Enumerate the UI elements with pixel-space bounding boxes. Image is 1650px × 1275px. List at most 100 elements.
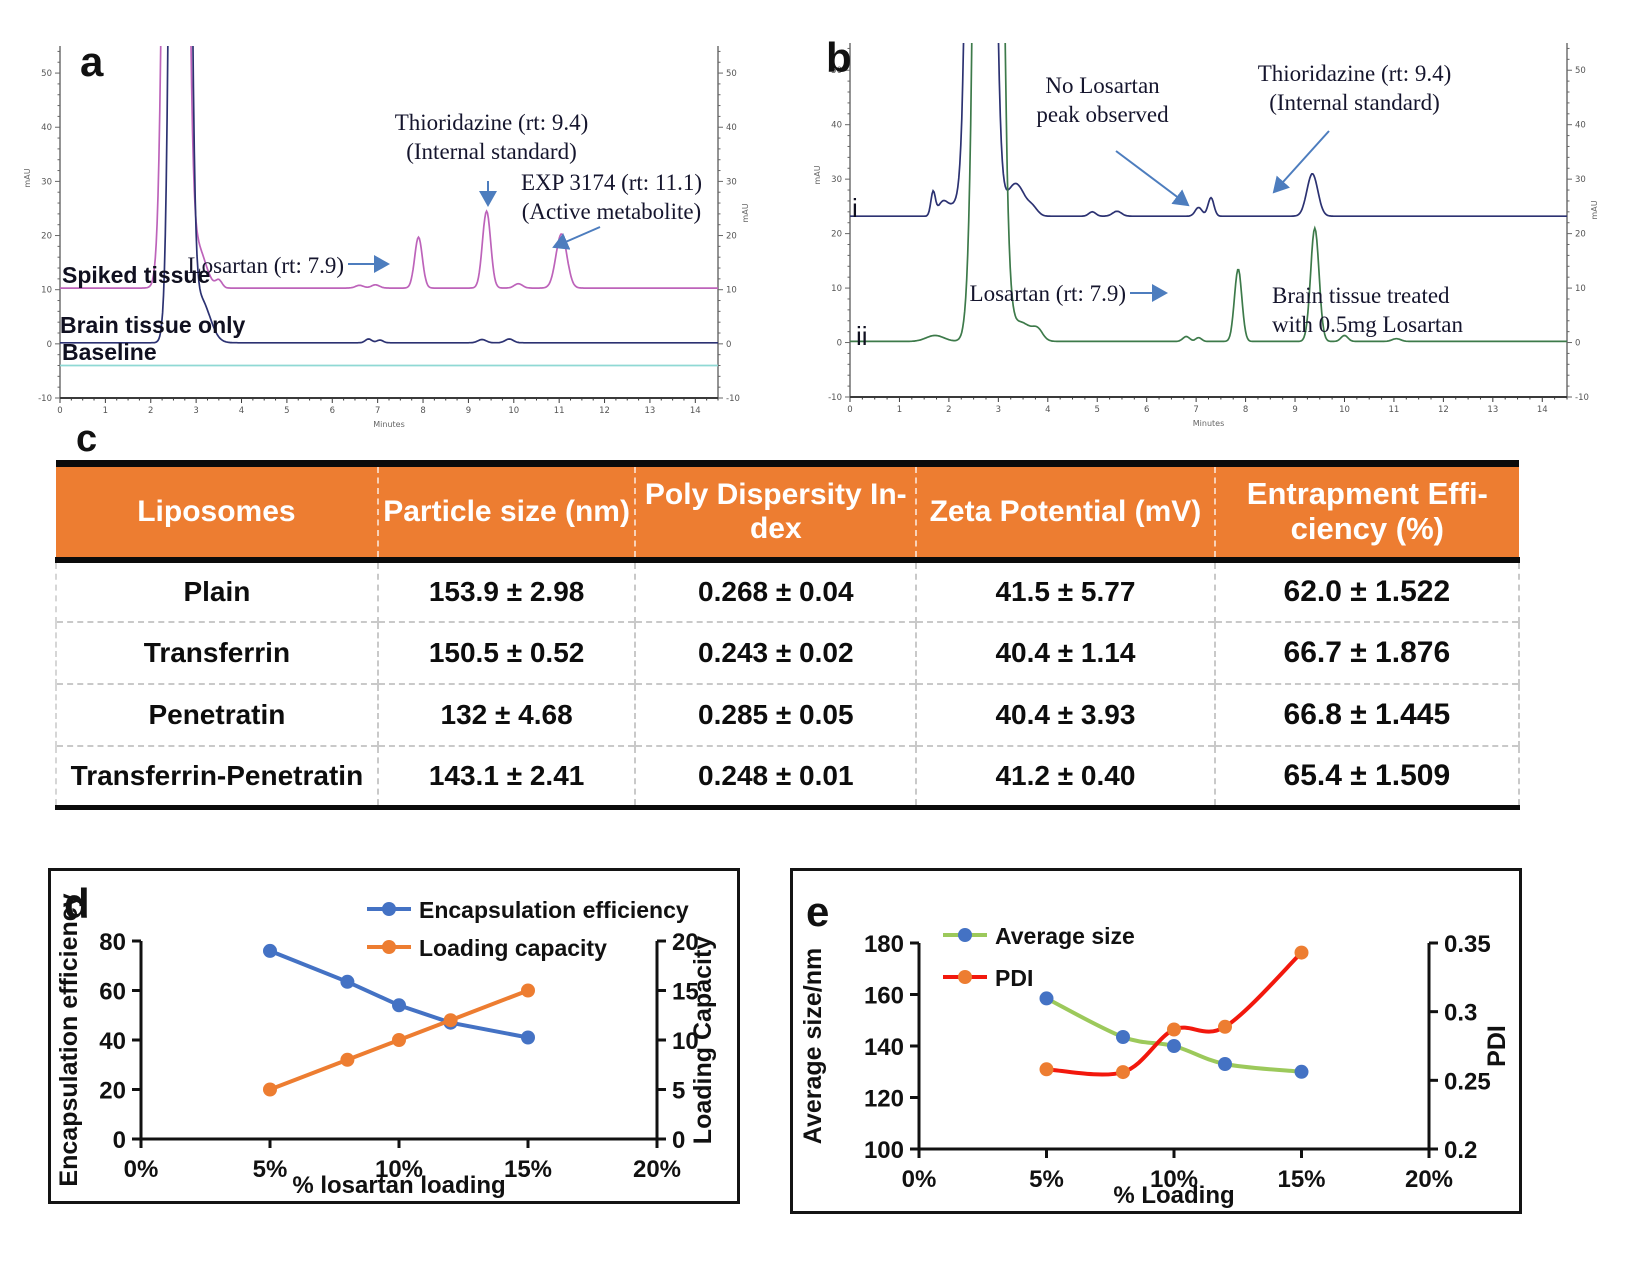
svg-text:Average size/nm: Average size/nm xyxy=(799,948,827,1144)
trace-marker-ii: ii xyxy=(856,321,868,351)
svg-text:50: 50 xyxy=(726,69,737,79)
trace-1 xyxy=(60,46,718,344)
trace-1 xyxy=(850,43,1567,343)
svg-text:20: 20 xyxy=(831,230,842,240)
table-cell: 0.285 ± 0.05 xyxy=(635,682,918,746)
svg-text:% Loading: % Loading xyxy=(1113,1182,1234,1209)
svg-text:0.25: 0.25 xyxy=(1444,1068,1491,1095)
svg-text:8: 8 xyxy=(1243,405,1248,415)
svg-text:80: 80 xyxy=(99,929,126,956)
svg-text:11: 11 xyxy=(1389,405,1400,415)
series-1 xyxy=(1039,945,1309,1080)
annotation-brain-treated-b: Brain tissue treated with 0.5mg Losartan xyxy=(1272,283,1463,338)
svg-text:Loading Capacity: Loading Capacity xyxy=(689,936,717,1144)
svg-text:120: 120 xyxy=(864,1086,904,1113)
table-cell: Plain xyxy=(55,559,379,622)
svg-text:10: 10 xyxy=(508,406,519,416)
table-column-header: Liposomes xyxy=(56,463,379,563)
svg-text:Encapsulation efficiency: Encapsulation efficiency xyxy=(419,897,689,923)
annotation-losartan-b: Losartan (rt: 7.9) xyxy=(969,281,1126,306)
annotation-arrow xyxy=(552,226,601,250)
svg-text:0: 0 xyxy=(1575,339,1580,349)
svg-text:30: 30 xyxy=(726,177,737,187)
series-0 xyxy=(263,943,535,1045)
table-cell: Penetratin xyxy=(55,682,379,746)
table-cell: 143.1 ± 2.41 xyxy=(377,744,637,808)
svg-text:50: 50 xyxy=(41,69,52,79)
table-column-header: Zeta Potential (mV) xyxy=(916,463,1216,563)
trace-label-baseline: Baseline xyxy=(62,339,157,365)
table-cell: 132 ± 4.68 xyxy=(377,682,637,746)
svg-text:% losartan loading: % losartan loading xyxy=(292,1172,505,1199)
svg-text:5%: 5% xyxy=(253,1156,288,1183)
trace-label-brain-tissue-only: Brain tissue only xyxy=(60,312,246,338)
svg-text:Loading capacity: Loading capacity xyxy=(419,935,607,961)
table-row: Penetratin 132 ± 4.68 0.285 ± 0.05 40.4 ± 3… xyxy=(55,682,1521,746)
panel-a-letter: a xyxy=(80,38,104,85)
svg-text:5%: 5% xyxy=(1029,1166,1064,1193)
series-0 xyxy=(1039,991,1309,1079)
svg-text:100: 100 xyxy=(864,1137,904,1164)
encapsulation-loading-chart-panel: 0% 5% 10% 15% 20% 0 20 40 60 80 0 5 10 15 20% losartan… xyxy=(48,868,740,1204)
svg-text:5: 5 xyxy=(672,1078,685,1105)
table-column-header: Entrapment Effi- ciency (%) xyxy=(1214,463,1519,563)
svg-text:30: 30 xyxy=(41,177,52,187)
table-cell: 65.4 ± 1.509 xyxy=(1214,744,1521,808)
svg-text:7: 7 xyxy=(1193,405,1198,415)
svg-text:60: 60 xyxy=(99,979,126,1006)
svg-text:Minutes: Minutes xyxy=(373,420,405,429)
svg-text:5: 5 xyxy=(284,406,289,416)
svg-text:-10: -10 xyxy=(1575,393,1589,403)
legend-entry-0: Average size xyxy=(943,923,1135,949)
trace-0 xyxy=(850,43,1567,218)
svg-text:6: 6 xyxy=(1144,405,1149,415)
svg-text:20%: 20% xyxy=(633,1156,681,1183)
svg-text:0%: 0% xyxy=(124,1156,159,1183)
svg-text:50: 50 xyxy=(831,66,842,76)
svg-text:40: 40 xyxy=(1575,121,1586,131)
svg-text:160: 160 xyxy=(864,983,904,1010)
svg-text:PDI: PDI xyxy=(1483,1025,1511,1067)
svg-text:PDI: PDI xyxy=(995,965,1033,991)
svg-text:12: 12 xyxy=(599,406,610,416)
svg-text:140: 140 xyxy=(864,1034,904,1061)
table-cell: Transferrin xyxy=(55,620,379,684)
svg-text:0: 0 xyxy=(113,1127,126,1154)
svg-text:10: 10 xyxy=(1339,405,1350,415)
annotation-no-losartan-b: No Losartan peak observed xyxy=(1036,73,1169,128)
annotation-exp3174-a: EXP 3174 (rt: 11.1) (Active metabolite) xyxy=(520,170,702,225)
svg-text:8: 8 xyxy=(420,406,425,416)
svg-text:5: 5 xyxy=(1095,405,1100,415)
svg-text:11: 11 xyxy=(554,406,565,416)
annotation-thioridazine-b: Thioridazine (rt: 9.4) (Internal standar… xyxy=(1257,61,1452,116)
svg-text:20: 20 xyxy=(41,232,52,242)
svg-text:20: 20 xyxy=(672,929,699,956)
panel-b-letter: b xyxy=(826,34,852,81)
svg-text:mAU: mAU xyxy=(813,165,822,184)
svg-text:0: 0 xyxy=(672,1127,685,1154)
table-cell: 150.5 ± 0.52 xyxy=(377,620,637,684)
table-cell: 153.9 ± 2.98 xyxy=(377,559,637,622)
svg-text:180: 180 xyxy=(864,931,904,958)
table-row: Transferrin-Penetratin 143.1 ± 2.41 0.248 … xyxy=(55,744,1521,808)
annotation-thioridazine-a: Thioridazine (rt: 9.4) (Internal standar… xyxy=(394,110,589,165)
svg-text:50: 50 xyxy=(1575,66,1586,76)
svg-text:2: 2 xyxy=(946,405,951,415)
table-cell: 41.2 ± 0.40 xyxy=(916,744,1216,808)
axes: 0% 5% 10% 15% 20% 100 120 140 160 180 0.2 0.25 0.3 0.… xyxy=(799,931,1511,1209)
svg-text:0: 0 xyxy=(726,340,731,350)
svg-text:40: 40 xyxy=(831,121,842,131)
table-column-header: Particle size (nm) xyxy=(377,463,637,563)
svg-text:40: 40 xyxy=(99,1028,126,1055)
svg-text:0.3: 0.3 xyxy=(1444,1000,1477,1027)
svg-text:10%: 10% xyxy=(1150,1166,1198,1193)
svg-text:14: 14 xyxy=(690,406,701,416)
table-row: Transferrin 150.5 ± 0.52 0.243 ± 0.02 40.4 … xyxy=(55,620,1521,684)
svg-text:10: 10 xyxy=(41,286,52,296)
size-pdi-chart-panel: 0% 5% 10% 15% 20% 100 120 140 160 180 0.2 0.25 0.3 0.… xyxy=(790,868,1522,1214)
svg-text:0: 0 xyxy=(837,339,842,349)
svg-text:12: 12 xyxy=(1438,405,1449,415)
svg-text:40: 40 xyxy=(41,123,52,133)
chromatogram-panel-b: 0 1 2 3 4 5 6 7 8 9 10 11 12 13 14 -10 -10 0 0 10 10 20 20 30 30… xyxy=(796,25,1650,429)
